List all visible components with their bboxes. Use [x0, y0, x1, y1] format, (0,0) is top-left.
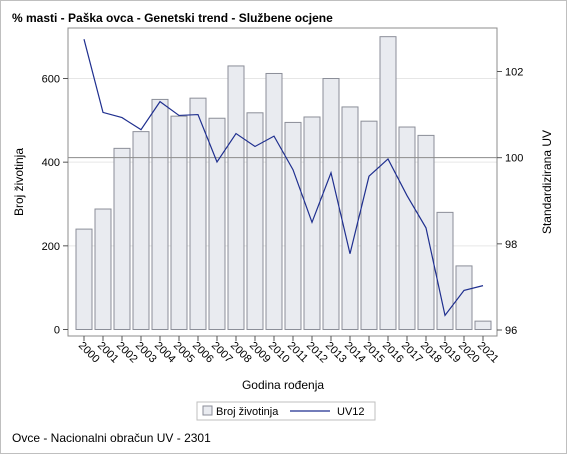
x-tick-label: 2015 [361, 340, 387, 366]
y2-tick-label: 100 [505, 153, 523, 165]
legend-swatch-bar [202, 405, 213, 416]
x-tick-label: 2019 [437, 340, 463, 366]
legend: Broj životinja UV12 [196, 401, 376, 421]
y-axis-label: Broj životinja [12, 148, 26, 216]
x-tick-label: 2009 [247, 340, 273, 366]
bar [113, 147, 131, 330]
legend-label-bar: Broj životinja [216, 406, 279, 418]
x-tick-label: 2006 [190, 340, 216, 366]
bar [208, 117, 226, 330]
plot-area-border [67, 27, 498, 337]
legend-box [196, 401, 376, 421]
x-tick-label: 2013 [323, 340, 349, 366]
x-tick-label: 2011 [285, 340, 310, 365]
y-tick-label: 600 [42, 74, 60, 86]
x-tick-label: 2002 [114, 340, 140, 366]
bar [341, 106, 359, 330]
footnote: Ovce - Nacionalni obračun UV - 2301 [12, 431, 211, 445]
bar [284, 121, 302, 330]
bar [417, 134, 435, 330]
bar [265, 72, 283, 330]
bar [151, 98, 169, 330]
legend-label-line: UV12 [337, 406, 365, 418]
x-tick-label: 2020 [456, 340, 482, 366]
x-tick-label: 2005 [171, 340, 197, 366]
y2-tick-label: 102 [505, 67, 523, 79]
x-tick-label: 2007 [209, 340, 235, 366]
x-tick-label: 2016 [380, 340, 406, 366]
bar [360, 120, 378, 330]
x-tick-label: 2014 [342, 340, 368, 366]
y2-tick-label: 98 [505, 239, 517, 251]
bar [246, 112, 264, 331]
series-line-uv12 [83, 39, 484, 317]
x-tick-label: 2018 [418, 340, 444, 366]
x-tick-label: 2010 [266, 340, 292, 366]
x-tick-label: 2004 [152, 340, 178, 366]
x-tick-label: 2000 [76, 340, 102, 366]
x-tick-label: 2001 [95, 340, 121, 366]
bar [189, 97, 207, 330]
bar [455, 265, 473, 330]
x-tick-label: 2012 [304, 340, 330, 366]
bar [132, 131, 150, 330]
bar [379, 36, 397, 331]
x-tick-label: 2003 [133, 340, 159, 366]
x-tick-label: 2017 [399, 340, 425, 366]
bars-layer [75, 36, 492, 331]
bar [227, 65, 245, 330]
y-tick-label: 400 [42, 157, 60, 169]
bar [398, 126, 416, 330]
bar [474, 320, 492, 330]
y2-axis-label: Standardizirana UV [540, 130, 554, 234]
bar [94, 208, 112, 331]
bar [322, 78, 340, 330]
x-axis-label: Godina rođenja [242, 378, 324, 392]
x-tick-label: 2008 [228, 340, 254, 366]
bar [75, 228, 93, 331]
x-tick-label: 2021 [475, 340, 501, 366]
y-tick-label: 0 [54, 325, 60, 337]
chart-title: % masti - Paška ovca - Genetski trend - … [12, 11, 333, 25]
line-layer [68, 39, 497, 317]
y-tick-label: 200 [42, 241, 60, 253]
bar [170, 115, 188, 331]
bar [436, 211, 454, 330]
y2-tick-label: 96 [505, 325, 517, 337]
